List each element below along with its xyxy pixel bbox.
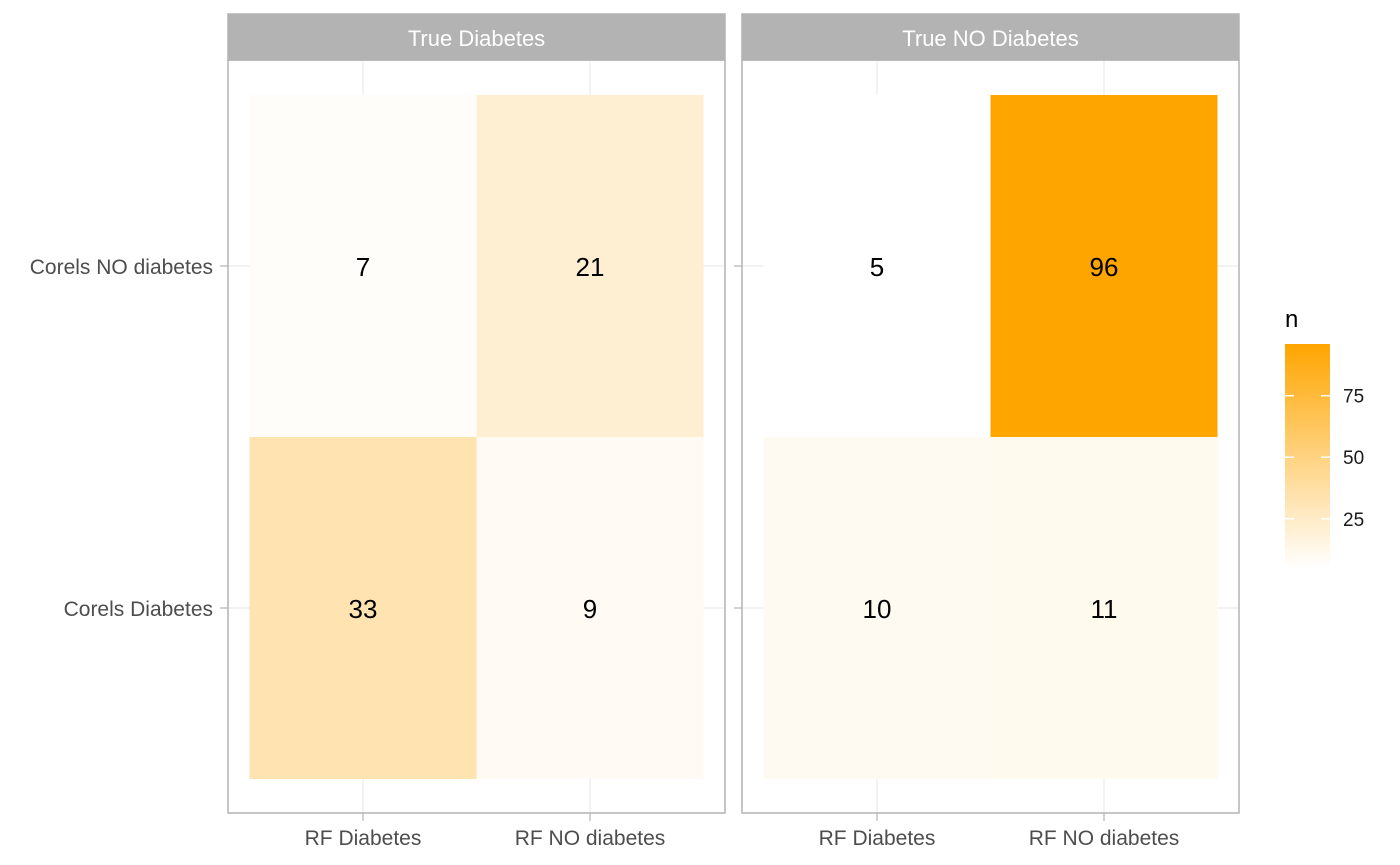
legend-tick-label: 25	[1343, 510, 1364, 531]
legend-title: n	[1285, 306, 1298, 333]
heatmap-tile	[476, 437, 704, 779]
facet-label-true-diabetes: True Diabetes	[408, 26, 545, 51]
heatmap-tile	[763, 95, 991, 437]
facet-strip-true-no-diabetes	[741, 13, 1240, 61]
legend-tick-label: 75	[1343, 387, 1364, 408]
x-tick-label: RF NO diabetes	[1029, 827, 1180, 850]
cell-value-label: 96	[1090, 252, 1119, 282]
cell-value-label: 5	[870, 252, 884, 282]
heatmap-tile	[249, 95, 477, 437]
heatmap-tile	[476, 95, 704, 437]
heatmap-tile	[249, 437, 477, 779]
legend-tick-label: 50	[1343, 448, 1364, 469]
cell-value-label: 11	[1091, 594, 1118, 624]
x-tick-label: RF NO diabetes	[515, 827, 666, 850]
cell-value-label: 10	[863, 594, 892, 624]
heatmap-tile	[990, 437, 1218, 779]
cell-value-label: 21	[576, 252, 605, 282]
facet-strip-true-diabetes	[227, 13, 726, 61]
cell-value-label: 7	[356, 252, 370, 282]
facet-label-true-no-diabetes: True NO Diabetes	[902, 26, 1078, 51]
heatmap-tile	[763, 437, 991, 779]
y-tick-label: Corels Diabetes	[64, 598, 213, 621]
x-tick-label: RF Diabetes	[305, 827, 422, 850]
x-tick-label: RF Diabetes	[819, 827, 936, 850]
cell-value-label: 9	[583, 594, 597, 624]
y-tick-label: Corels NO diabetes	[30, 256, 213, 279]
cell-value-label: 33	[349, 594, 378, 624]
heatmap-tile	[990, 95, 1218, 437]
legend-colorbar	[1285, 344, 1330, 568]
